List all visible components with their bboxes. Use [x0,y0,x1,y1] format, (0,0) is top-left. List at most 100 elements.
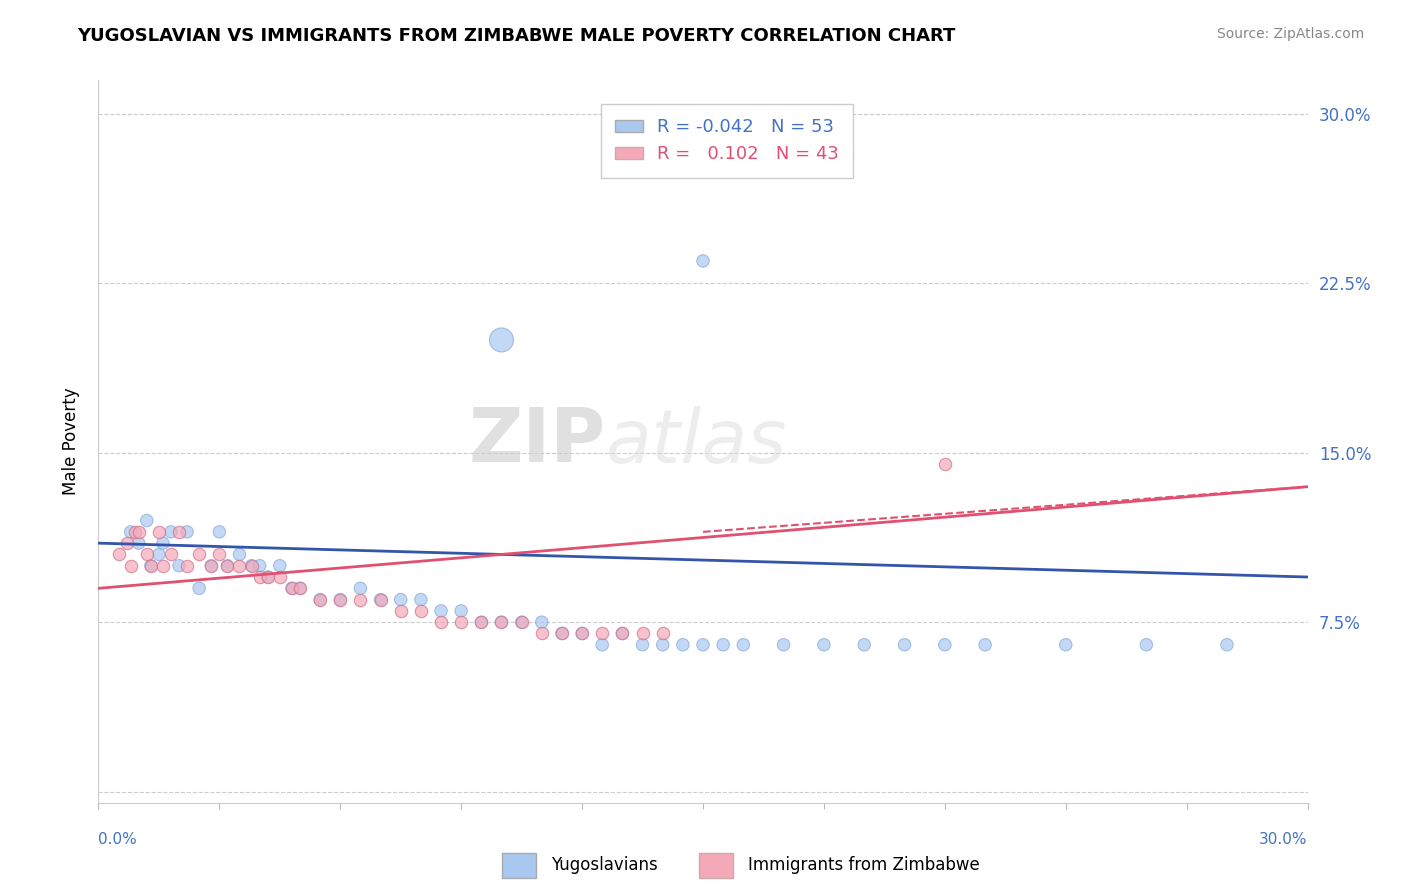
Point [974,638,997,652]
Text: 0.0%: 0.0% [98,831,138,847]
Point [893,638,915,652]
Point [128,524,150,539]
Point [148,524,170,539]
Point [491,615,513,630]
Point [571,626,593,640]
Point [470,615,492,630]
Point [530,626,553,640]
Point [651,626,673,640]
Point [217,558,239,573]
Text: 30.0%: 30.0% [1260,831,1308,847]
Text: YUGOSLAVIAN VS IMMIGRANTS FROM ZIMBABWE MALE POVERTY CORRELATION CHART: YUGOSLAVIAN VS IMMIGRANTS FROM ZIMBABWE … [77,27,956,45]
Point [551,626,574,640]
Point [733,141,755,155]
Point [470,615,492,630]
Point [107,548,129,562]
Point [188,548,211,562]
Point [249,570,271,584]
Point [612,626,634,640]
Text: atlas: atlas [606,406,787,477]
Point [288,582,311,596]
Point [1216,638,1239,652]
Point [228,558,250,573]
Point [491,333,513,347]
Point [389,604,412,618]
Point [152,536,174,550]
Point [612,626,634,640]
Point [135,548,157,562]
Point [692,638,714,652]
Point [672,638,695,652]
Point [256,570,278,584]
Point [711,638,734,652]
Point [167,524,190,539]
Point [200,558,222,573]
Point [813,638,835,652]
Point [256,570,278,584]
Text: Immigrants from Zimbabwe: Immigrants from Zimbabwe [748,856,980,874]
Point [510,615,533,630]
Bar [502,853,536,878]
Point [309,592,332,607]
Point [160,548,183,562]
Point [208,524,231,539]
Point [349,582,371,596]
Point [450,604,472,618]
Point [692,253,714,268]
Point [139,558,162,573]
Point [591,626,613,640]
Point [631,638,654,652]
Point [135,514,157,528]
Point [152,558,174,573]
Point [370,592,392,607]
Point [571,626,593,640]
Point [1054,638,1077,652]
Point [430,615,453,630]
Point [240,558,263,573]
Bar [699,853,734,878]
Point [430,604,453,618]
Legend: R = -0.042   N = 53, R =   0.102   N = 43: R = -0.042 N = 53, R = 0.102 N = 43 [600,103,853,178]
Point [853,638,876,652]
Point [148,548,170,562]
Point [128,536,150,550]
Point [309,592,332,607]
Text: ZIP: ZIP [470,405,606,478]
Point [329,592,352,607]
Point [631,626,654,640]
Point [120,524,142,539]
Point [651,638,673,652]
Point [176,558,198,573]
Point [409,592,432,607]
Point [281,582,304,596]
Point [772,638,794,652]
Text: Source: ZipAtlas.com: Source: ZipAtlas.com [1216,27,1364,41]
Point [240,558,263,573]
Point [450,615,472,630]
Point [160,524,183,539]
Point [228,548,250,562]
Point [217,558,239,573]
Point [1135,638,1157,652]
Text: Yugoslavians: Yugoslavians [551,856,658,874]
Point [491,615,513,630]
Point [281,582,304,596]
Point [530,615,553,630]
Point [591,638,613,652]
Point [349,592,371,607]
Point [167,558,190,573]
Point [115,536,138,550]
Point [269,570,291,584]
Point [510,615,533,630]
Point [200,558,222,573]
Point [208,548,231,562]
Point [269,558,291,573]
Point [389,592,412,607]
Y-axis label: Male Poverty: Male Poverty [62,388,80,495]
Point [934,457,956,471]
Point [176,524,198,539]
Point [188,582,211,596]
Point [551,626,574,640]
Point [409,604,432,618]
Point [139,558,162,573]
